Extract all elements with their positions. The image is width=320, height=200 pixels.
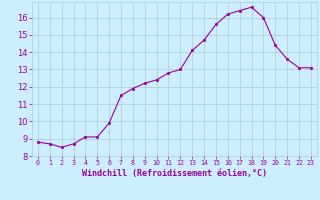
- X-axis label: Windchill (Refroidissement éolien,°C): Windchill (Refroidissement éolien,°C): [82, 169, 267, 178]
